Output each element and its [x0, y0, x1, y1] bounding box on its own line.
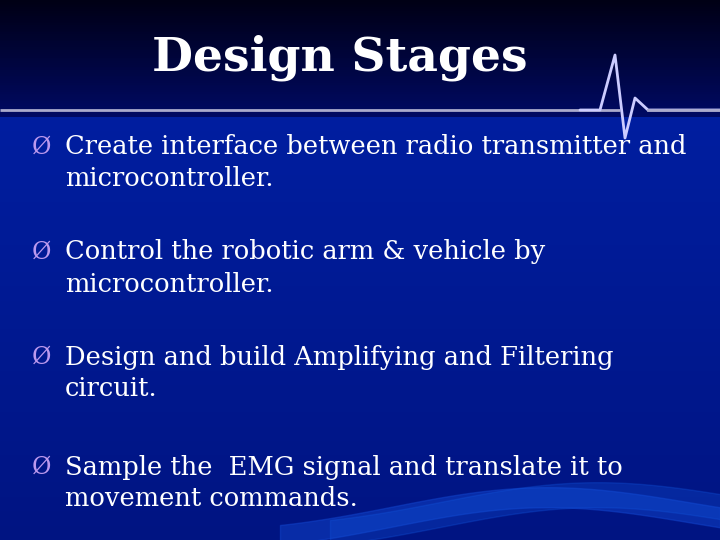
- Text: movement commands.: movement commands.: [65, 487, 358, 511]
- Text: Ø: Ø: [32, 456, 52, 478]
- Text: Ø: Ø: [32, 136, 52, 159]
- Text: microcontroller.: microcontroller.: [65, 166, 274, 192]
- Text: Design and build Amplifying and Filtering: Design and build Amplifying and Filterin…: [65, 345, 613, 369]
- Text: microcontroller.: microcontroller.: [65, 272, 274, 296]
- Text: Control the robotic arm & vehicle by: Control the robotic arm & vehicle by: [65, 240, 545, 265]
- Text: Create interface between radio transmitter and: Create interface between radio transmitt…: [65, 134, 686, 159]
- Text: Sample the  EMG signal and translate it to: Sample the EMG signal and translate it t…: [65, 455, 623, 480]
- Text: Ø: Ø: [32, 346, 52, 368]
- Text: Ø: Ø: [32, 240, 52, 264]
- Text: circuit.: circuit.: [65, 376, 158, 402]
- Text: Design Stages: Design Stages: [152, 35, 528, 81]
